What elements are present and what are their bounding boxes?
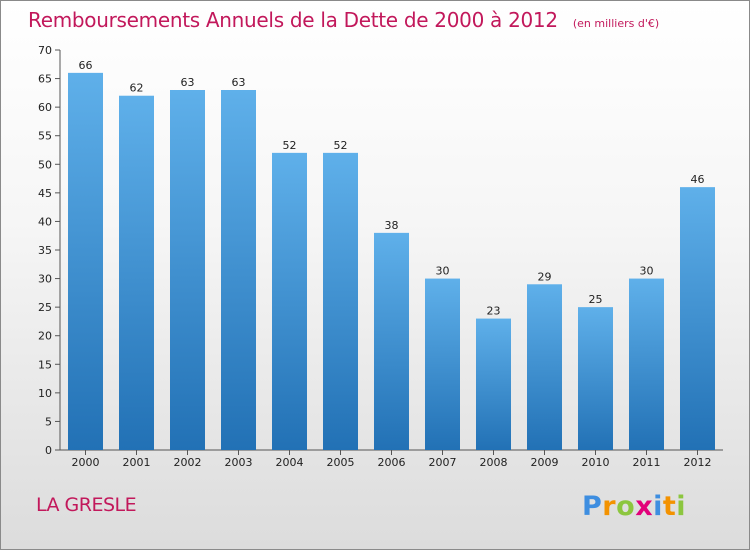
- y-tick-label: 25: [38, 301, 52, 314]
- x-tick-label: 2003: [225, 456, 253, 469]
- bar: [425, 278, 460, 450]
- value-labels: 2000 66 2001 62 2002 63 2003 63 2004 52 2005 52 2006…: [72, 59, 712, 469]
- y-tick-label: 50: [38, 158, 52, 171]
- bar-value-label: 62: [130, 82, 144, 95]
- y-tick-label: 60: [38, 101, 52, 114]
- bar-value-label: 23: [487, 305, 501, 318]
- y-tick-label: 15: [38, 358, 52, 371]
- x-tick-label: 2010: [582, 456, 610, 469]
- x-tick-label: 2009: [531, 456, 559, 469]
- commune-name: LA GRESLE: [36, 494, 137, 516]
- x-tick-label: 2005: [327, 456, 355, 469]
- bar-value-label: 46: [691, 173, 705, 186]
- y-tick-label: 70: [38, 44, 52, 57]
- bar-value-label: 25: [589, 293, 603, 306]
- y-tick-label: 35: [38, 244, 52, 257]
- x-tick-label: 2012: [684, 456, 712, 469]
- y-tick-label: 10: [38, 387, 52, 400]
- bar-value-label: 66: [79, 59, 93, 72]
- y-tick-label: 40: [38, 215, 52, 228]
- y-tick-label: 30: [38, 273, 52, 286]
- bar: [323, 152, 358, 450]
- bar-value-label: 52: [283, 139, 297, 152]
- x-tick-label: 2006: [378, 456, 406, 469]
- svg-text:Proxiti: Proxiti: [582, 491, 686, 522]
- y-tick-label: 55: [38, 130, 52, 143]
- x-tick-label: 2007: [429, 456, 457, 469]
- proxiti-logo: Proxiti: [582, 491, 686, 522]
- y-tick-label: 0: [45, 444, 52, 457]
- bar: [68, 72, 103, 450]
- bar-value-label: 29: [538, 270, 552, 283]
- bar: [272, 152, 307, 450]
- bar-value-label: 63: [232, 76, 246, 89]
- bar: [527, 284, 562, 450]
- bar-value-label: 30: [640, 265, 654, 278]
- x-tick-label: 2001: [123, 456, 151, 469]
- bar: [221, 90, 256, 450]
- x-tick-label: 2004: [276, 456, 304, 469]
- bar: [680, 187, 715, 450]
- x-tick-label: 2011: [633, 456, 661, 469]
- bar-value-label: 52: [334, 139, 348, 152]
- bar: [578, 307, 613, 450]
- bar: [629, 278, 664, 450]
- bar: [170, 90, 205, 450]
- bar-value-label: 30: [436, 265, 450, 278]
- bars: [68, 72, 715, 450]
- bar-value-label: 38: [385, 219, 399, 232]
- x-tick-label: 2000: [72, 456, 100, 469]
- y-tick-label: 65: [38, 73, 52, 86]
- bar: [119, 95, 154, 450]
- y-tick-label: 5: [45, 415, 52, 428]
- chart-title-text: Remboursements Annuels de la Dette de 20…: [28, 8, 558, 32]
- bar: [476, 318, 511, 450]
- chart-title: Remboursements Annuels de la Dette de 20…: [28, 8, 659, 32]
- chart-unit-note: (en milliers d'€): [572, 17, 660, 30]
- bar-value-label: 63: [181, 76, 195, 89]
- y-tick-label: 20: [38, 330, 52, 343]
- y-tick-label: 45: [38, 187, 52, 200]
- x-tick-label: 2008: [480, 456, 508, 469]
- bar: [374, 232, 409, 450]
- x-tick-label: 2002: [174, 456, 202, 469]
